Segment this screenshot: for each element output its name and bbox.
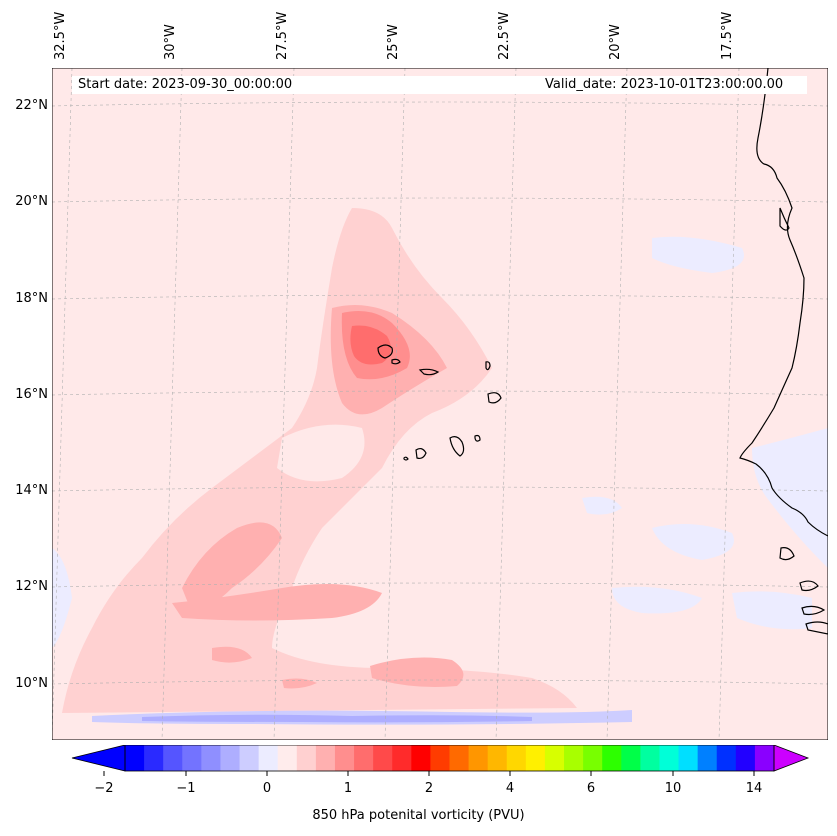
lon-label-25w: 25°W	[386, 24, 401, 60]
colorbar-cell	[411, 745, 431, 771]
cb-tick-label-4: 4	[505, 781, 515, 796]
lat-label-14n: 14°N	[15, 483, 48, 498]
colorbar-cell	[334, 745, 355, 771]
cb-tick-label-6: 6	[586, 781, 596, 796]
island-sal	[485, 361, 491, 371]
colorbar-cell	[564, 745, 584, 771]
colorbar-cell	[544, 745, 565, 771]
island-maio	[474, 434, 481, 442]
colorbar-cell	[392, 745, 412, 771]
island-fogo	[415, 447, 427, 460]
island-sao-nicolau	[418, 368, 440, 376]
colorbar-cell	[315, 745, 336, 771]
colorbar-cell	[239, 745, 260, 771]
colorbar-cell	[296, 745, 317, 771]
coastlines	[377, 68, 828, 635]
lat-label-12n: 12°N	[15, 579, 48, 594]
pv-contour-2	[350, 325, 391, 365]
cb-tick-label-neg2: −2	[94, 781, 114, 796]
colorbar-cell	[754, 745, 775, 771]
cb-tick-label-10: 10	[664, 781, 682, 796]
colorbar-cell	[716, 745, 737, 771]
lon-label-32-5w: 32.5°W	[53, 11, 68, 60]
lon-label-30w: 30°W	[163, 24, 178, 60]
colorbar-cell	[430, 745, 450, 771]
lat-label-18n: 18°N	[15, 291, 48, 306]
island-santo-antao	[377, 344, 393, 359]
colorbar-cell	[277, 745, 298, 771]
colorbar-cell	[602, 745, 622, 771]
colorbar	[71, 745, 810, 776]
island-santiago	[449, 436, 465, 457]
cb-tick-label-2: 2	[424, 781, 434, 796]
lon-label-22-5w: 22.5°W	[497, 11, 512, 60]
colorbar-title: 850 hPa potenital vorticity (PVU)	[312, 808, 525, 823]
pv-negative-patches	[52, 236, 828, 648]
pv-map	[52, 68, 828, 740]
start-date-label: Start date: 2023-09-30_00:00:00	[72, 76, 548, 94]
colorbar-over-triangle	[773, 745, 810, 772]
cb-tick-label-0: 0	[262, 781, 272, 796]
lat-label-10n: 10°N	[15, 676, 48, 691]
island-brava	[403, 456, 409, 461]
colorbar-cell	[678, 745, 699, 771]
lat-label-20n: 20°N	[15, 194, 48, 209]
colorbar-cell	[144, 745, 164, 771]
colorbar-cell	[697, 745, 718, 771]
colorbar-cell	[525, 745, 546, 771]
colorbar-cell	[735, 745, 756, 771]
africa-coastline	[739, 68, 828, 537]
colorbar-cell	[621, 745, 641, 771]
lon-label-27-5w: 27.5°W	[275, 11, 290, 60]
colorbar-cell	[220, 745, 241, 771]
lon-label-20w: 20°W	[608, 24, 623, 60]
island-sao-vicente	[391, 358, 401, 365]
colorbar-under-triangle	[71, 745, 126, 772]
island-boa-vista	[487, 392, 502, 404]
colorbar-cell	[354, 745, 374, 771]
valid-date-label: Valid_date: 2023-10-01T23:00:00.00	[540, 76, 807, 94]
colorbar-cell	[506, 745, 527, 771]
colorbar-cell	[258, 745, 279, 771]
colorbar-cell	[182, 745, 202, 771]
colorbar-cell	[125, 745, 145, 771]
colorbar-ticks	[103, 771, 755, 776]
cb-tick-label-14: 14	[745, 781, 763, 796]
colorbar-cell	[201, 745, 221, 771]
colorbar-cell	[468, 745, 489, 771]
pv-contour-1	[172, 304, 464, 689]
lon-label-17-5w: 17.5°W	[720, 11, 735, 60]
colorbar-cell	[487, 745, 508, 771]
colorbar-cell	[449, 745, 470, 771]
colorbar-cell	[640, 745, 660, 771]
cb-tick-label-neg1: −1	[176, 781, 196, 796]
colorbar-cell	[373, 745, 393, 771]
colorbar-cell	[659, 745, 680, 771]
lat-label-16n: 16°N	[15, 387, 48, 402]
cb-tick-label-1: 1	[343, 781, 353, 796]
colorbar-cell	[583, 745, 603, 771]
graticule	[52, 68, 828, 740]
colorbar-cells	[125, 745, 775, 771]
lat-label-22n: 22°N	[15, 98, 48, 113]
colorbar-cell	[163, 745, 183, 771]
